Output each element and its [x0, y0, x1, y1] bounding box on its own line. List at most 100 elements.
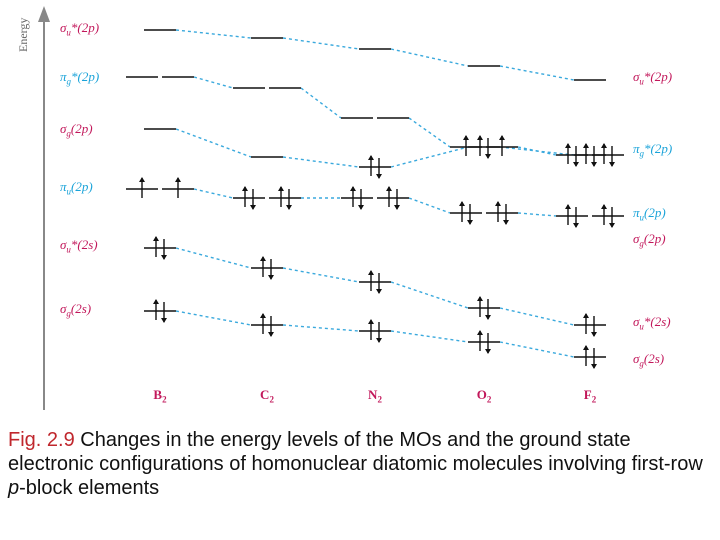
connector-su2p: [390, 48, 469, 67]
right-label-pg2p-text: πg*(2p): [633, 141, 673, 159]
electron-down-arrowhead: [503, 220, 509, 225]
connector-pu2p: [517, 212, 557, 217]
connector-pg2p: [300, 87, 342, 119]
left-label-su2s: σu*(2s): [60, 237, 98, 255]
connector-pg2p: [408, 117, 451, 148]
electron-down-arrowhead: [591, 332, 597, 337]
left-label-pg2p: πg*(2p): [60, 69, 100, 87]
molecule-label: B2: [153, 387, 167, 405]
left-label-su2p-text: σu*(2p): [60, 20, 100, 38]
electron-up-arrowhead: [477, 296, 483, 301]
molecule-label-text: N2: [368, 387, 382, 405]
connector-sg2s: [499, 341, 575, 358]
electron-up-arrowhead: [368, 319, 374, 324]
electron-up-arrowhead: [386, 186, 392, 191]
electron-up-arrowhead: [463, 135, 469, 140]
electron-down-arrowhead: [485, 315, 491, 320]
connector-su2p: [499, 65, 575, 81]
electron-up-arrowhead: [278, 186, 284, 191]
electron-up-arrowhead: [260, 313, 266, 318]
connector-su2s: [282, 267, 360, 283]
connector-su2p: [175, 29, 252, 39]
caption-text: Changes in the energy levels of the MOs …: [8, 429, 703, 475]
left-label-su2s-text: σu*(2s): [60, 237, 98, 255]
connector-pu2p: [408, 197, 451, 214]
electron-down-arrowhead: [376, 338, 382, 343]
electron-up-arrowhead: [583, 345, 589, 350]
electron-down-arrowhead: [358, 205, 364, 210]
left-label-sg2p: σg(2p): [60, 121, 93, 139]
right-label-pg2p: πg*(2p): [633, 141, 673, 159]
electron-up-arrowhead: [139, 177, 145, 182]
molecule-label-text: O2: [476, 387, 492, 405]
molecule-label: C2: [260, 387, 274, 405]
left-label-sg2s: σg(2s): [60, 301, 91, 319]
electron-up-arrowhead: [350, 186, 356, 191]
connector-sg2p: [282, 156, 360, 168]
connector-pg2p: [193, 76, 234, 89]
molecule-label: N2: [368, 387, 382, 405]
electron-down-arrowhead: [268, 275, 274, 280]
right-label-su2s: σu*(2s): [633, 314, 671, 332]
electron-up-arrowhead: [477, 330, 483, 335]
electron-down-arrowhead: [591, 162, 597, 167]
electron-down-arrowhead: [573, 162, 579, 167]
electron-down-arrowhead: [286, 205, 292, 210]
electron-up-arrowhead: [565, 143, 571, 148]
right-label-sg2s: σg(2s): [633, 351, 664, 369]
electron-down-arrowhead: [485, 349, 491, 354]
electron-up-arrowhead: [368, 270, 374, 275]
energy-axis-arrowhead: [38, 6, 50, 22]
right-label-su2s-text: σu*(2s): [633, 314, 671, 332]
caption-italic: p: [8, 477, 20, 499]
caption-tail: -block elements: [19, 477, 160, 499]
electron-down-arrowhead: [485, 154, 491, 159]
electron-up-arrowhead: [153, 299, 159, 304]
connector-sg2p: [499, 146, 575, 156]
energy-axis-label: Energy: [16, 18, 30, 52]
electron-down-arrowhead: [376, 174, 382, 179]
molecule-label-text: C2: [260, 387, 274, 405]
electron-up-arrowhead: [153, 236, 159, 241]
connector-su2s: [175, 247, 252, 269]
electron-down-arrowhead: [609, 223, 615, 228]
electron-down-arrowhead: [609, 162, 615, 167]
electron-up-arrowhead: [601, 204, 607, 209]
electron-up-arrowhead: [368, 155, 374, 160]
electron-up-arrowhead: [495, 201, 501, 206]
electron-down-arrowhead: [161, 318, 167, 323]
left-label-pu2p: πu(2p): [60, 179, 93, 197]
connector-sg2s: [175, 310, 252, 326]
molecule-label: F2: [583, 387, 597, 405]
electron-up-arrowhead: [175, 177, 181, 182]
electron-up-arrowhead: [499, 135, 505, 140]
left-label-pg2p-text: πg*(2p): [60, 69, 100, 87]
electron-up-arrowhead: [260, 256, 266, 261]
connector-su2s: [499, 307, 575, 326]
right-label-pu2p-text: πu(2p): [633, 205, 666, 223]
electron-up-arrowhead: [565, 204, 571, 209]
connector-sg2p: [175, 128, 252, 158]
right-label-pu2p: πu(2p): [633, 205, 666, 223]
molecule-label-text: B2: [153, 387, 167, 405]
electron-down-arrowhead: [394, 205, 400, 210]
left-label-sg2p-text: σg(2p): [60, 121, 93, 139]
left-label-pu2p-text: πu(2p): [60, 179, 93, 197]
connector-pu2p: [193, 188, 234, 199]
molecule-label-text: F2: [583, 387, 597, 405]
electron-down-arrowhead: [268, 332, 274, 337]
mo-energy-diagram: Energy σu*(2p) πg*(2p) σg(2p) πu(2p) σu*(2s)…: [16, 6, 673, 410]
electron-down-arrowhead: [573, 223, 579, 228]
connector-su2s: [390, 281, 469, 309]
right-label-su2p-text: σu*(2p): [633, 69, 673, 87]
electron-down-arrowhead: [250, 205, 256, 210]
electron-up-arrowhead: [477, 135, 483, 140]
connector-sg2s: [282, 324, 360, 332]
figure-number: Fig. 2.9: [8, 429, 75, 451]
right-label-su2p: σu*(2p): [633, 69, 673, 87]
molecule-label: O2: [476, 387, 492, 405]
left-label-su2p: σu*(2p): [60, 20, 100, 38]
electron-up-arrowhead: [583, 313, 589, 318]
connector-sg2p: [390, 146, 469, 168]
electron-up-arrowhead: [242, 186, 248, 191]
